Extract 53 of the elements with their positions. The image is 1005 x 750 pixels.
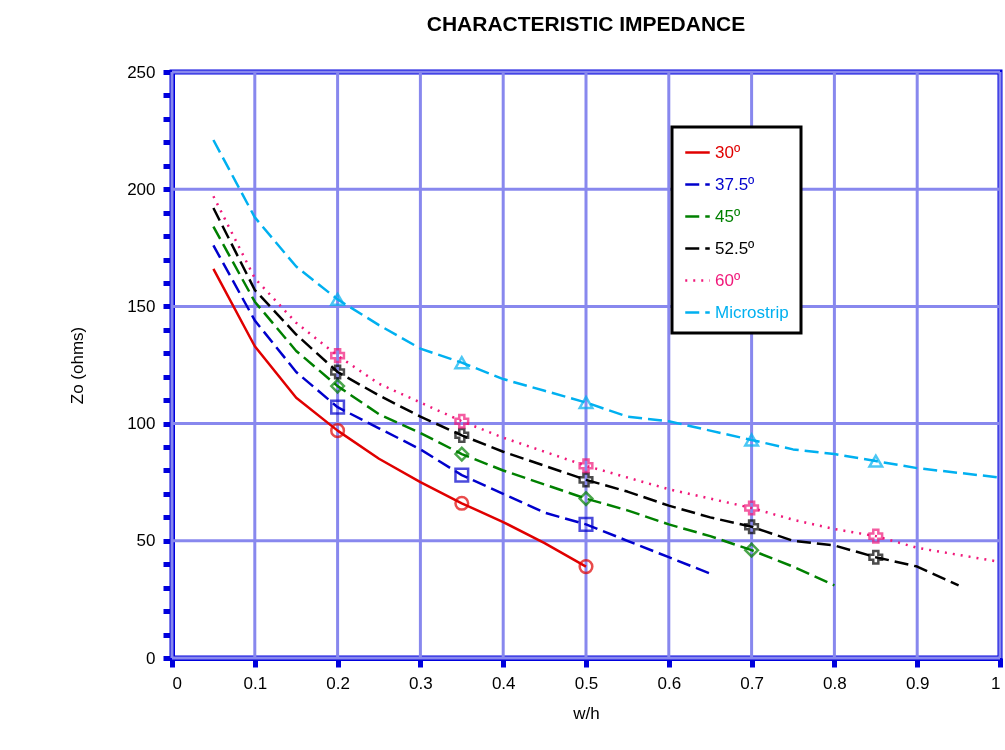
point — [744, 542, 760, 558]
x-tick-label: 0.7 — [740, 673, 764, 693]
x-tick-label: 0.4 — [491, 673, 516, 693]
legend-label: Microstrip — [715, 302, 789, 322]
chart-title: CHARACTERISTIC IMPEDANCE — [426, 12, 746, 35]
point — [578, 395, 594, 410]
legend-label: 52.5º — [715, 238, 755, 258]
x-axis-title: w/h — [572, 703, 600, 723]
x-tick-label: 0.9 — [905, 673, 930, 693]
x-tick-label: 0.5 — [574, 673, 599, 693]
point — [454, 355, 470, 370]
legend-label: 30º — [715, 142, 741, 162]
point — [454, 427, 470, 443]
point — [744, 500, 760, 516]
point — [454, 413, 470, 429]
point — [578, 516, 594, 532]
x-tick-label: 1 — [991, 673, 1001, 693]
y-tick-label: 100 — [127, 414, 156, 434]
point — [454, 467, 470, 483]
y-tick-label: 200 — [127, 179, 156, 199]
y-tick-label: 0 — [146, 648, 156, 668]
point — [330, 423, 346, 439]
point — [330, 364, 346, 380]
point — [578, 472, 594, 488]
point — [578, 491, 594, 507]
point — [330, 292, 346, 307]
point — [330, 348, 346, 364]
y-tick-label: 150 — [127, 296, 156, 316]
legend-label: 45º — [715, 206, 741, 226]
point — [744, 433, 760, 447]
point — [868, 549, 884, 565]
point — [330, 399, 346, 415]
point — [578, 458, 594, 474]
point — [744, 519, 760, 535]
x-tick-label: 0.8 — [823, 673, 847, 693]
legend-label: 60º — [715, 270, 741, 290]
point — [454, 495, 470, 511]
x-tick-label: 0.3 — [409, 673, 433, 693]
line-series — [212, 225, 836, 587]
legend-label: 37.5º — [715, 174, 755, 194]
x-tick-label: 0.1 — [243, 673, 268, 693]
point — [578, 559, 594, 575]
point — [868, 454, 884, 468]
x-tick-label: 0.6 — [657, 673, 682, 693]
y-tick-label: 50 — [136, 531, 156, 551]
point — [868, 528, 884, 544]
point — [330, 378, 346, 394]
point — [454, 446, 470, 462]
x-tick-label: 0 — [172, 673, 182, 693]
y-tick-label: 250 — [127, 62, 156, 82]
line-series — [212, 244, 712, 575]
x-tick-label: 0.2 — [326, 673, 350, 693]
y-axis-title: Zo (ohms) — [68, 326, 88, 405]
